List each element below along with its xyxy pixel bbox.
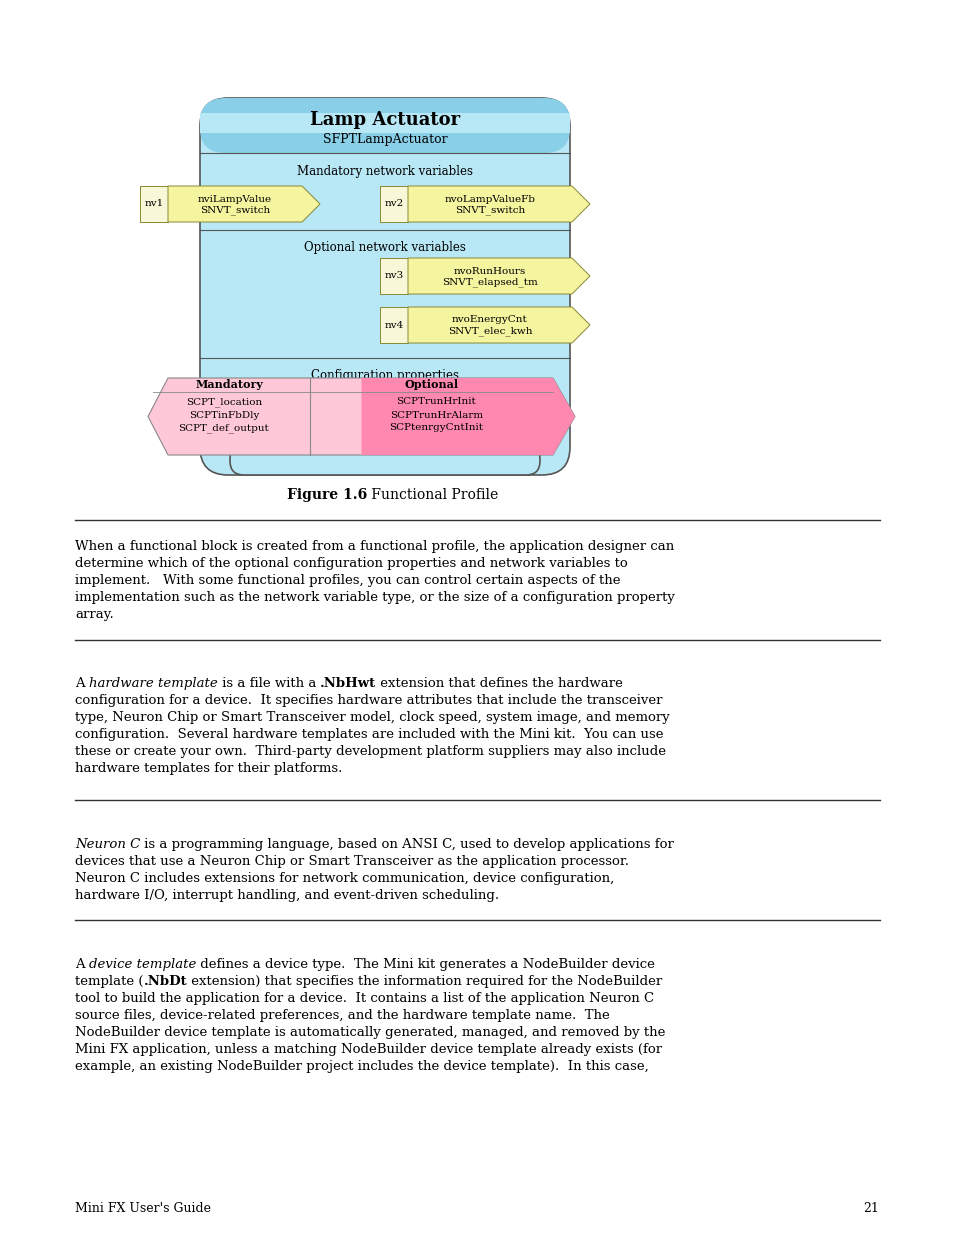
Text: Figure 1.6: Figure 1.6 [287, 488, 367, 501]
Text: nv3: nv3 [384, 272, 403, 280]
Polygon shape [379, 308, 408, 343]
Text: hardware I/O, interrupt handling, and event-driven scheduling.: hardware I/O, interrupt handling, and ev… [75, 889, 498, 902]
Text: determine which of the optional configuration properties and network variables t: determine which of the optional configur… [75, 557, 627, 571]
Text: NodeBuilder device template is automatically generated, managed, and removed by : NodeBuilder device template is automatic… [75, 1026, 664, 1039]
Text: tool to build the application for a device.  It contains a list of the applicati: tool to build the application for a devi… [75, 992, 654, 1005]
Text: hardware templates for their platforms.: hardware templates for their platforms. [75, 762, 342, 776]
Text: Neuron C: Neuron C [75, 839, 140, 851]
Text: example, an existing NodeBuilder project includes the device template).  In this: example, an existing NodeBuilder project… [75, 1060, 648, 1073]
Text: Mini FX User's Guide: Mini FX User's Guide [75, 1202, 211, 1214]
Text: SCPT_location: SCPT_location [186, 398, 262, 406]
Text: array.: array. [75, 608, 113, 621]
FancyBboxPatch shape [200, 98, 569, 475]
Text: When a functional block is created from a functional profile, the application de: When a functional block is created from … [75, 540, 674, 553]
Text: extension) that specifies the information required for the NodeBuilder: extension) that specifies the informatio… [187, 974, 661, 988]
Text: SNVT_switch: SNVT_switch [200, 205, 270, 215]
Text: is a file with a: is a file with a [217, 677, 320, 690]
Text: Mandatory network variables: Mandatory network variables [296, 164, 473, 178]
Text: A: A [75, 958, 89, 971]
Text: configuration for a device.  It specifies hardware attributes that include the t: configuration for a device. It specifies… [75, 694, 661, 706]
Text: nv2: nv2 [384, 200, 403, 209]
Polygon shape [140, 186, 168, 222]
FancyBboxPatch shape [200, 98, 569, 153]
Text: nvoEnergyCnt: nvoEnergyCnt [452, 315, 527, 325]
Text: Functional Profile: Functional Profile [367, 488, 497, 501]
Polygon shape [408, 308, 589, 343]
Text: .NbHwt: .NbHwt [320, 677, 376, 690]
Polygon shape [361, 378, 575, 454]
Text: SCPT_def_output: SCPT_def_output [178, 424, 269, 432]
Text: source files, device-related preferences, and the hardware template name.  The: source files, device-related preferences… [75, 1009, 609, 1023]
Text: template (: template ( [75, 974, 143, 988]
Polygon shape [408, 186, 589, 222]
Text: SNVT_elapsed_tm: SNVT_elapsed_tm [441, 277, 537, 287]
Text: .NbDt: .NbDt [143, 974, 187, 988]
Text: SCPTrunHrInit: SCPTrunHrInit [396, 398, 476, 406]
Polygon shape [168, 186, 319, 222]
Text: SCPTrunHrAlarm: SCPTrunHrAlarm [390, 410, 482, 420]
Polygon shape [379, 186, 408, 222]
Text: 21: 21 [862, 1202, 878, 1214]
Bar [200, 112, 569, 133]
Text: extension that defines the hardware: extension that defines the hardware [376, 677, 622, 690]
FancyBboxPatch shape [230, 445, 539, 475]
Text: devices that use a Neuron Chip or Smart Transceiver as the application processor: devices that use a Neuron Chip or Smart … [75, 855, 628, 868]
Polygon shape [148, 378, 575, 454]
Text: Mandatory: Mandatory [194, 378, 263, 389]
Text: device template: device template [89, 958, 196, 971]
Text: type, Neuron Chip or Smart Transceiver model, clock speed, system image, and mem: type, Neuron Chip or Smart Transceiver m… [75, 711, 669, 724]
Text: these or create your own.  Third-party development platform suppliers may also i: these or create your own. Third-party de… [75, 745, 665, 758]
Text: Lamp Actuator: Lamp Actuator [310, 111, 459, 128]
Text: implement.   With some functional profiles, you can control certain aspects of t: implement. With some functional profiles… [75, 574, 619, 587]
Text: implementation such as the network variable type, or the size of a configuration: implementation such as the network varia… [75, 592, 674, 604]
Text: Mini FX application, unless a matching NodeBuilder device template already exist: Mini FX application, unless a matching N… [75, 1044, 661, 1056]
Text: Neuron C includes extensions for network communication, device configuration,: Neuron C includes extensions for network… [75, 872, 614, 885]
Text: SCPtenrgyCntInit: SCPtenrgyCntInit [389, 424, 483, 432]
Text: nvoRunHours: nvoRunHours [454, 267, 525, 275]
Text: hardware template: hardware template [89, 677, 217, 690]
Text: A: A [75, 677, 89, 690]
Text: Configuration properties: Configuration properties [311, 368, 458, 382]
Text: SFPTLampActuator: SFPTLampActuator [322, 133, 447, 147]
Text: SNVT_switch: SNVT_switch [455, 205, 524, 215]
Text: nvoLampValueFb: nvoLampValueFb [444, 194, 535, 204]
Text: nv1: nv1 [144, 200, 164, 209]
Text: Optional: Optional [404, 378, 458, 389]
Polygon shape [379, 258, 408, 294]
Text: Optional network variables: Optional network variables [304, 241, 465, 253]
Text: SCPTinFbDly: SCPTinFbDly [189, 410, 259, 420]
Text: configuration.  Several hardware templates are included with the Mini kit.  You : configuration. Several hardware template… [75, 727, 662, 741]
Text: is a programming language, based on ANSI C, used to develop applications for: is a programming language, based on ANSI… [140, 839, 674, 851]
Text: SNVT_elec_kwh: SNVT_elec_kwh [447, 326, 532, 336]
Polygon shape [408, 258, 589, 294]
Text: nviLampValue: nviLampValue [197, 194, 272, 204]
Text: defines a device type.  The Mini kit generates a NodeBuilder device: defines a device type. The Mini kit gene… [196, 958, 655, 971]
Text: nv4: nv4 [384, 321, 403, 330]
